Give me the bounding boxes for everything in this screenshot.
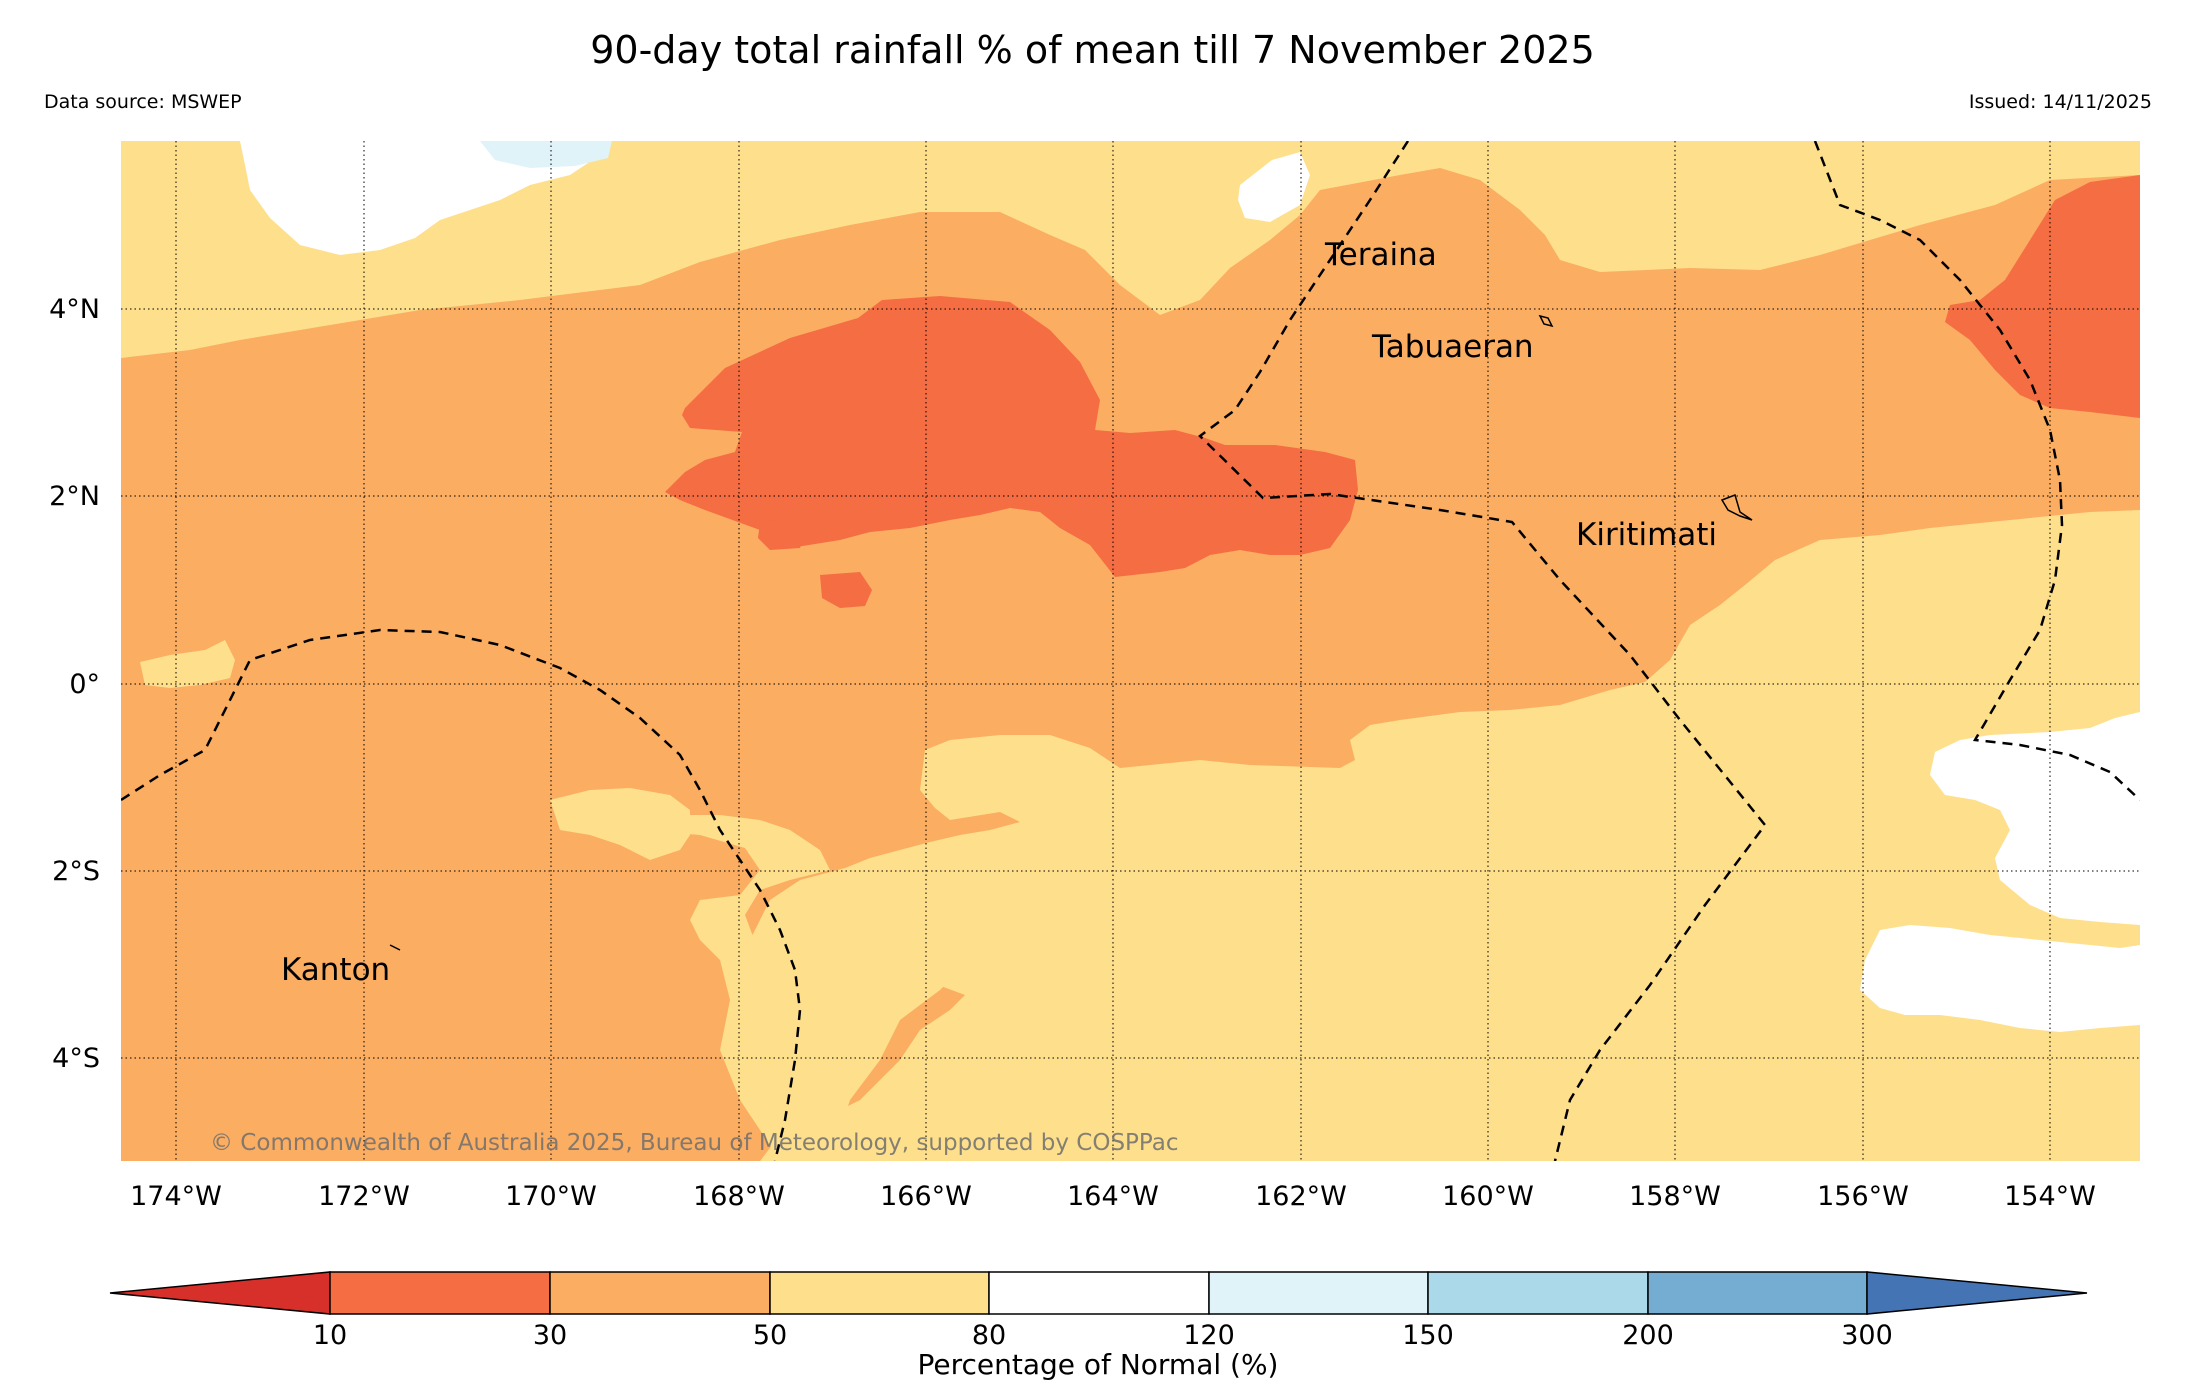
map-title: 90-day total rainfall % of mean till 7 N…	[590, 28, 1595, 72]
data-source-label: Data source: MSWEP	[44, 91, 242, 113]
lon-tick-label: 158°W	[1629, 1181, 1721, 1212]
copyright-notice: © Commonwealth of Australia 2025, Bureau…	[210, 1130, 1179, 1156]
eez-boundary-phoenix	[121, 628, 802, 1161]
colorbar-segment	[769, 1271, 990, 1315]
region-80-120-south-east	[1930, 712, 2140, 925]
kanton-island-icon	[389, 944, 401, 951]
lon-tick-label: 166°W	[880, 1181, 972, 1212]
region-lt30-patch-2	[758, 518, 805, 550]
lon-tick-label: 162°W	[1255, 1181, 1347, 1212]
lon-tick-label: 170°W	[505, 1181, 597, 1212]
colorbar-tick-label: 300	[1841, 1320, 1893, 1351]
colorbar-segment	[329, 1271, 551, 1315]
colorbar-extend-high	[1866, 1271, 2088, 1315]
graticule	[121, 141, 2140, 1161]
region-lt30-east	[1945, 175, 2140, 418]
lat-tick-label: 2°N	[49, 481, 100, 512]
colorbar-tick-label: 80	[972, 1320, 1006, 1351]
colorbar-extend-low	[109, 1271, 331, 1315]
lon-tick-label: 172°W	[318, 1181, 410, 1212]
lon-tick-label: 168°W	[693, 1181, 785, 1212]
kiritimati-island-icon	[1720, 494, 1753, 521]
lat-tick-label: 0°	[69, 669, 100, 700]
colorbar-segment	[549, 1271, 771, 1315]
eez-boundary-line-islands-east	[1813, 141, 2140, 801]
island-outlines	[389, 314, 1753, 951]
region-120-150-north	[480, 141, 612, 168]
colorbar-segment	[1427, 1271, 1649, 1315]
tabuaeran-island-icon	[1538, 314, 1554, 328]
region-50-80-south	[750, 510, 2140, 1161]
region-lt30-central	[665, 296, 1358, 577]
map-panel	[121, 141, 2140, 1161]
eez-boundaries	[121, 141, 2140, 1161]
lon-tick-label: 160°W	[1442, 1181, 1534, 1212]
lat-tick-label: 4°N	[49, 294, 100, 325]
place-label-teraina: Teraina	[1324, 237, 1437, 273]
eez-boundary-line-islands-north	[1198, 141, 1767, 1161]
longitude-axis: 174°W 172°W 170°W 168°W 166°W 164°W 162°…	[130, 1181, 2096, 1212]
colorbar-tick-label: 200	[1622, 1320, 1674, 1351]
colorbar: 10 30 50 80 120 150 200 300 Percentage o…	[109, 1271, 2088, 1380]
region-50-80-south-west	[550, 788, 690, 860]
lon-tick-label: 156°W	[1817, 1181, 1909, 1212]
colorbar-segment	[1647, 1271, 1868, 1315]
region-80-120-south-east-2	[1860, 925, 2140, 1032]
region-80-120-north	[240, 141, 610, 255]
lat-tick-label: 2°S	[52, 856, 100, 887]
colorbar-tick-label: 30	[533, 1320, 567, 1351]
place-label-kanton: Kanton	[281, 952, 390, 988]
colorbar-tick-label: 150	[1402, 1320, 1454, 1351]
colorbar-tick-label: 120	[1183, 1320, 1235, 1351]
latitude-axis: 4°N 2°N 0° 2°S 4°S	[49, 294, 100, 1074]
lon-tick-label: 174°W	[130, 1181, 222, 1212]
region-80-120-north-east	[1238, 152, 1310, 222]
lon-tick-label: 154°W	[2004, 1181, 2096, 1212]
lon-tick-label: 164°W	[1067, 1181, 1159, 1212]
lat-tick-label: 4°S	[52, 1043, 100, 1074]
colorbar-tick-label: 10	[313, 1320, 347, 1351]
colorbar-title: Percentage of Normal (%)	[918, 1348, 1279, 1380]
region-50-80-west-islet	[140, 640, 235, 688]
colorbar-segment	[1208, 1271, 1429, 1315]
region-50-80-north	[121, 141, 2140, 358]
region-50-80-mid-south	[640, 815, 955, 1161]
colorbar-tick-label: 50	[753, 1320, 787, 1351]
place-label-kiritimati: Kiritimati	[1576, 517, 1717, 553]
place-label-tabuaeran: Tabuaeran	[1371, 329, 1534, 365]
region-lt30-patch-1	[820, 572, 872, 608]
issued-date-label: Issued: 14/11/2025	[1968, 91, 2152, 113]
colorbar-segment	[988, 1271, 1210, 1315]
